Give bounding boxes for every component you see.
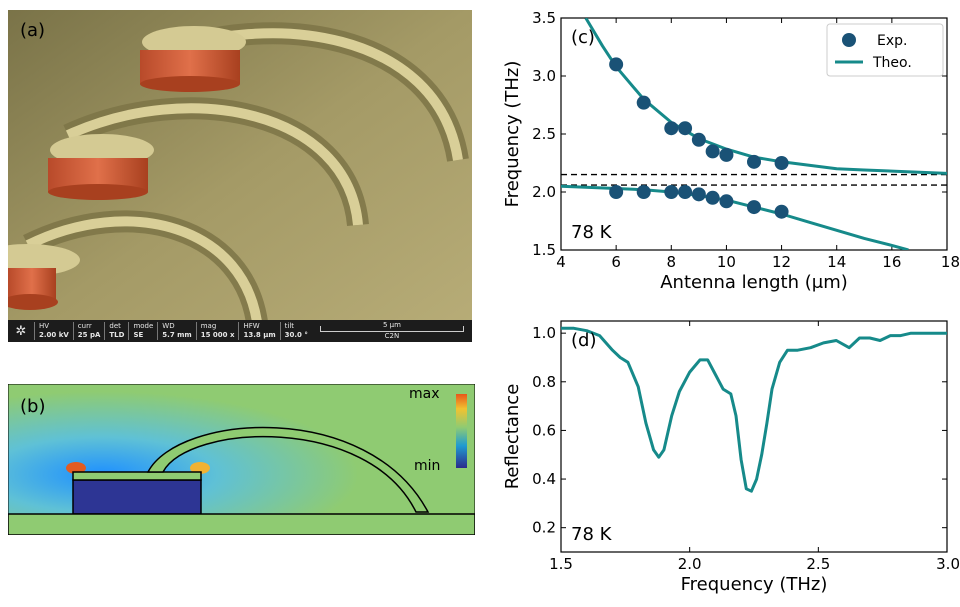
x-axis-label: Frequency (THz) (681, 574, 828, 595)
data-point (691, 187, 706, 202)
chart-d-svg: 1.5 2.0 2.5 3.0 0.2 0.4 0.6 0.8 1.0 Frequency (TH… (502, 320, 960, 595)
data-point (705, 144, 720, 159)
data-point (719, 194, 734, 209)
x-tick-label: 18 (941, 253, 960, 271)
data-point (747, 154, 761, 169)
x-tick-label: 10 (717, 253, 736, 271)
sem-info-cell: det TLD (104, 322, 128, 340)
temperature-annotation: 78 K (571, 524, 613, 545)
panel-label: (d) (571, 330, 596, 351)
x-tick-label: 14 (827, 253, 846, 271)
data-point (609, 57, 624, 72)
sem-info-head: HFW (243, 322, 260, 330)
legend-marker-exp (842, 33, 856, 47)
fei-logo-icon: ✲ (15, 323, 27, 339)
legend-label: Theo. (872, 55, 912, 71)
sem-info-cell: WD 5.7 mm (157, 322, 195, 340)
data-point (747, 200, 761, 215)
x-tick-label: 1.5 (549, 555, 573, 573)
sem-info-cells: HV 2.00 kV curr 25 pA det TLD mode SE WD 5.7 mm ma… (34, 322, 312, 340)
data-point (691, 132, 706, 147)
chart-c-svg: 4 6 8 10 12 14 16 18 1.5 2.0 2.5 3.0 3.5 Antenna leng… (502, 9, 960, 293)
data-point (664, 121, 679, 136)
data-point (664, 185, 679, 199)
sem-info-cell: mag 15 000 x (195, 322, 239, 340)
y-axis-label: Reflectance (502, 384, 523, 490)
sem-info-cell: tilt 30.0 ° (279, 322, 312, 340)
panel-a-label: (a) (20, 20, 46, 41)
y-axis-label: Frequency (THz) (502, 61, 523, 208)
sem-image-panel: (a) ✲ HV 2.00 kV curr 25 pA det TLD mode SE WD 5.… (0, 10, 472, 342)
data-point (774, 156, 789, 170)
x-tick-label: 12 (772, 253, 791, 271)
sem-info-value: TLD (109, 331, 125, 339)
panel-label: (c) (571, 27, 595, 48)
sem-info-cell: HFW 13.8 μm (238, 322, 279, 340)
series-line (561, 326, 947, 493)
x-tick-label: 2.5 (806, 555, 830, 573)
y-tick-label: 1.5 (532, 241, 556, 259)
x-tick-label: 4 (556, 253, 566, 271)
temperature-annotation: 78 K (571, 222, 613, 243)
sem-image (0, 10, 472, 342)
sem-info-value: 13.8 μm (243, 331, 276, 339)
data-point (705, 190, 720, 205)
data-point (609, 185, 624, 199)
sem-info-head: det (109, 322, 121, 330)
sem-info-head: mode (133, 322, 154, 330)
lab-label: C2N (384, 332, 400, 340)
scalebar-text: 5 μm (382, 321, 401, 329)
field-map (7, 383, 476, 536)
chart-c: 4 6 8 10 12 14 16 18 1.5 2.0 2.5 3.0 3.5 Antenna leng… (490, 0, 960, 310)
sem-info-cell: HV 2.00 kV (34, 322, 73, 340)
sem-info-head: curr (77, 322, 92, 330)
data-point (719, 147, 734, 162)
y-tick-label: 2.0 (532, 183, 556, 201)
data-point (636, 185, 651, 199)
sem-info-value: 2.00 kV (39, 331, 69, 339)
data-point (636, 95, 651, 110)
y-tick-label: 0.4 (532, 470, 556, 488)
x-tick-label: 6 (611, 253, 621, 271)
field-map-panel: (b) max min (7, 383, 476, 536)
sem-info-head: mag (200, 322, 217, 330)
sem-info-cell: curr 25 pA (72, 322, 105, 340)
sem-info-head: HV (39, 322, 50, 330)
sem-info-value: 30.0 ° (284, 331, 308, 339)
sem-info-cell: mode SE (128, 322, 157, 340)
chart-d: 1.5 2.0 2.5 3.0 0.2 0.4 0.6 0.8 1.0 Frequency (TH… (490, 308, 960, 603)
y-tick-label: 0.6 (532, 421, 556, 439)
x-tick-label: 8 (667, 253, 677, 271)
y-tick-label: 3.0 (532, 67, 556, 85)
sem-info-value: 5.7 mm (162, 331, 192, 339)
sem-scalebar: 5 μm C2N (312, 321, 472, 341)
colorbar-min-label: min (414, 458, 441, 474)
y-tick-label: 3.5 (532, 9, 556, 27)
sem-info-head: WD (162, 322, 175, 330)
x-axis-label: Antenna length (μm) (660, 272, 848, 293)
sem-info-head: tilt (284, 322, 295, 330)
x-tick-label: 2.0 (678, 555, 702, 573)
plot-frame (560, 320, 948, 553)
colorbar-max-label: max (409, 386, 440, 402)
sem-info-value: 15 000 x (200, 331, 235, 339)
x-tick-label: 3.0 (936, 555, 960, 573)
y-tick-label: 0.8 (532, 373, 556, 391)
data-point (774, 204, 789, 219)
y-tick-label: 1.0 (532, 324, 556, 342)
data-point (678, 121, 693, 136)
sem-info-bar: ✲ HV 2.00 kV curr 25 pA det TLD mode SE WD 5.7 mm… (8, 320, 472, 342)
sem-info-value: 25 pA (77, 331, 101, 339)
sem-info-value: SE (133, 331, 144, 339)
data-point (678, 185, 693, 199)
legend-label: Exp. (877, 33, 907, 49)
y-tick-label: 2.5 (532, 125, 556, 143)
y-tick-label: 0.2 (532, 519, 556, 537)
x-tick-label: 16 (882, 253, 901, 271)
panel-b-label: (b) (20, 396, 46, 417)
